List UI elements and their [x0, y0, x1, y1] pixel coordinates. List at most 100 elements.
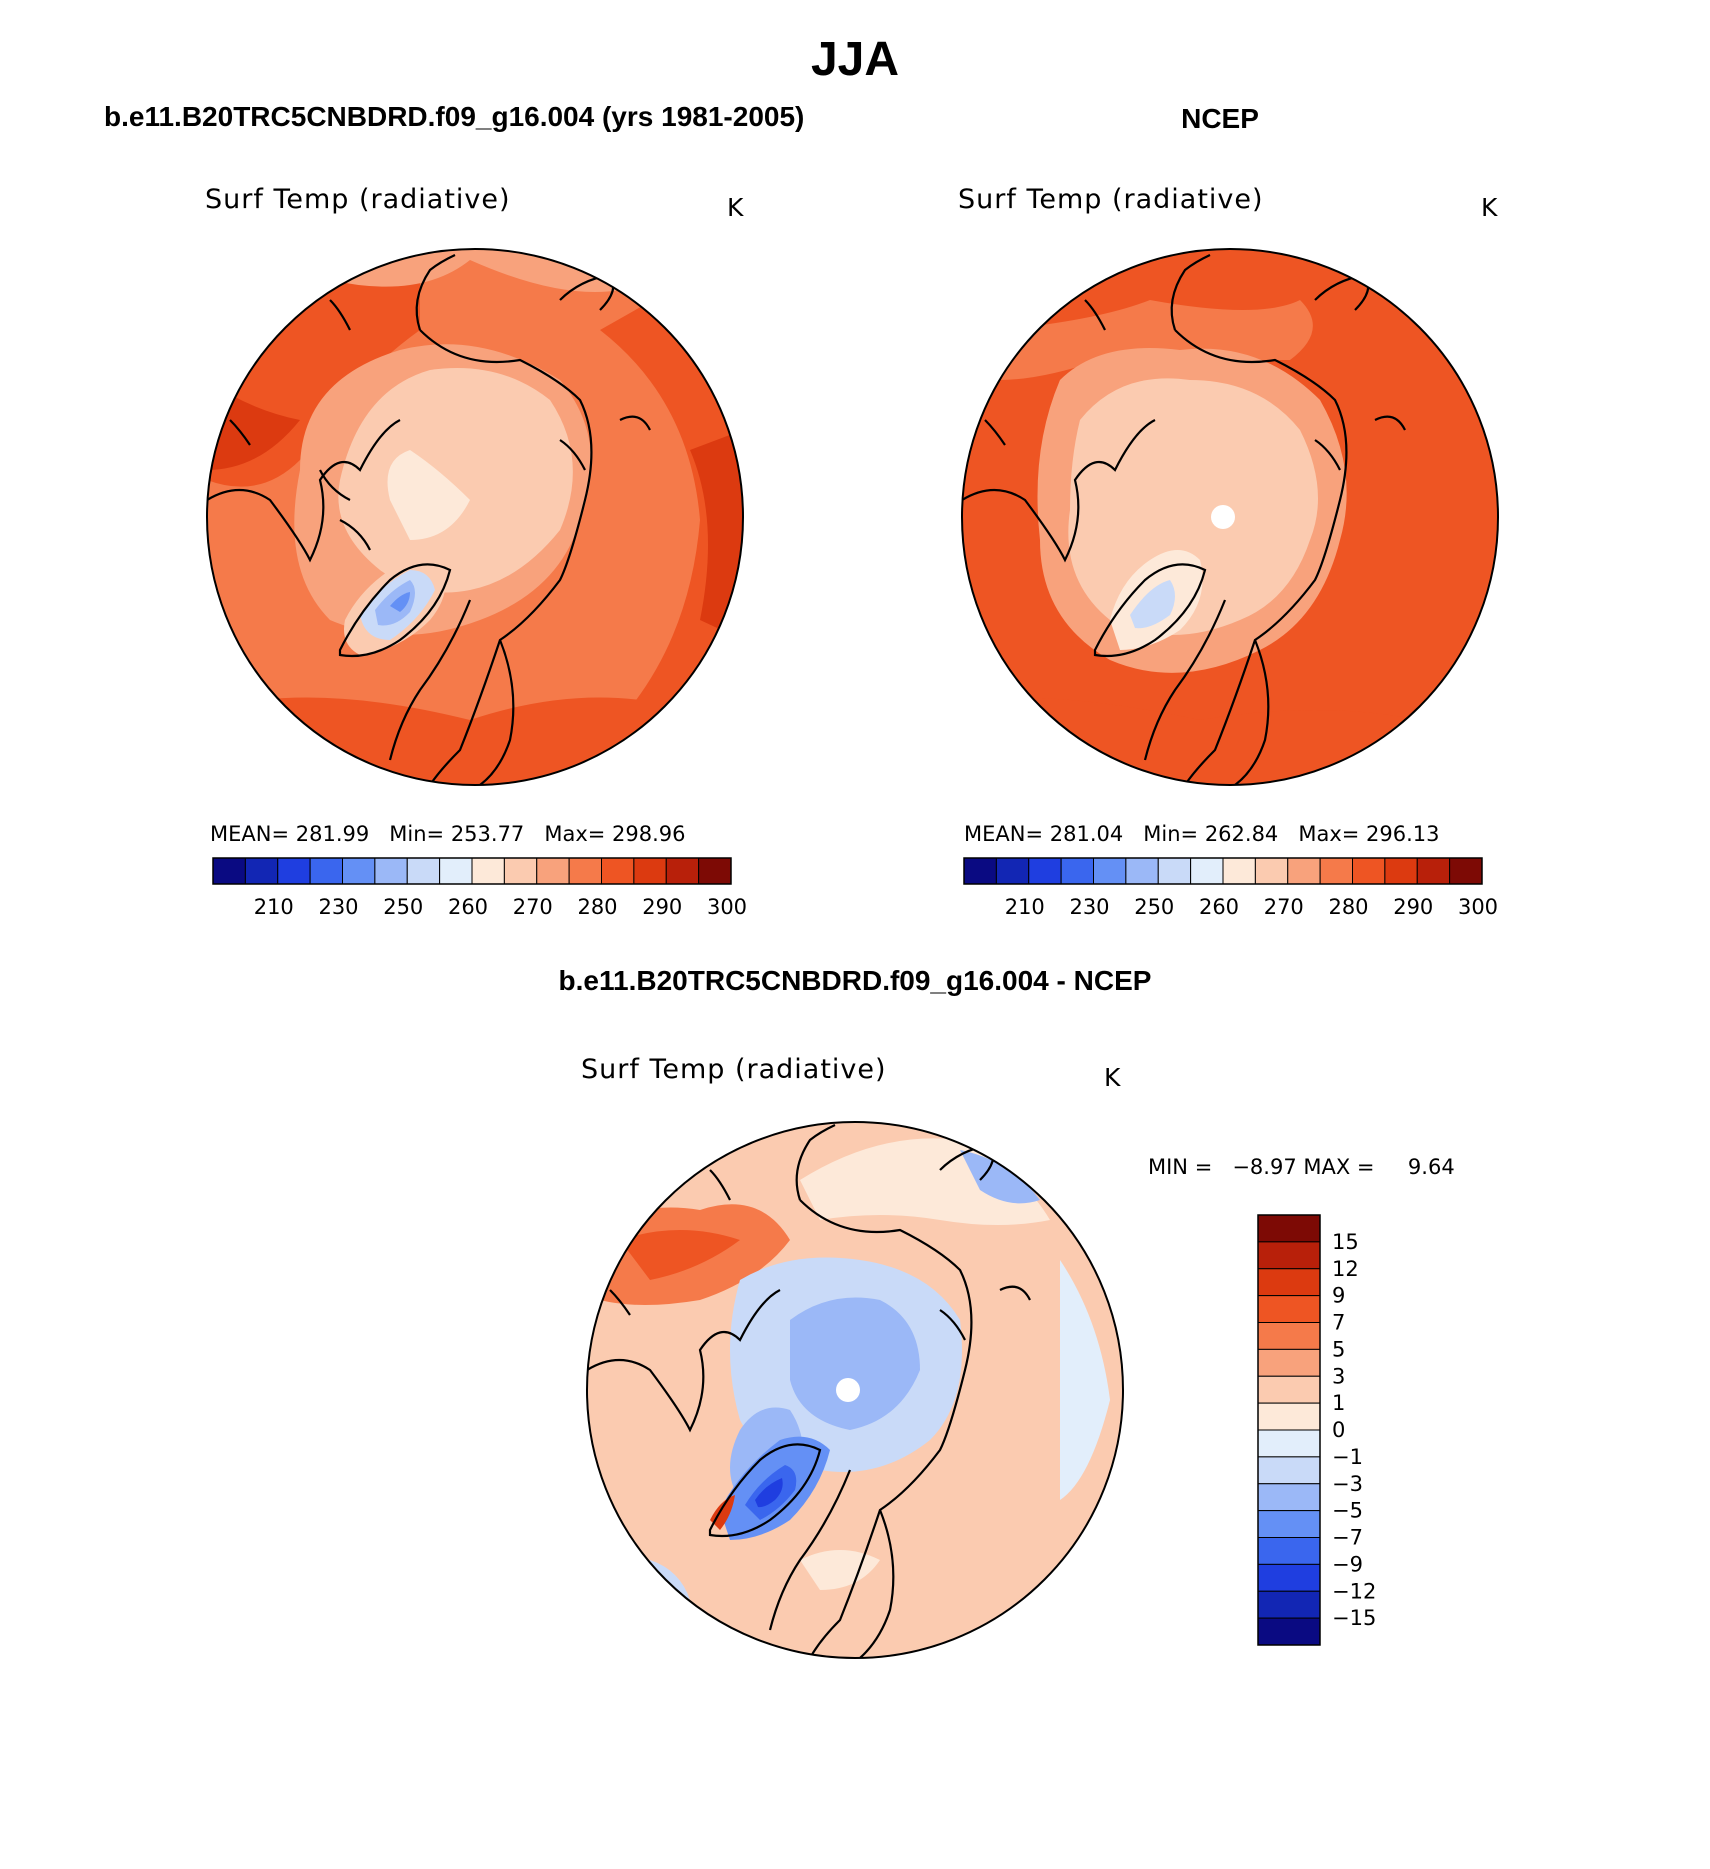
model-colorbar-swatch: [374, 857, 408, 885]
diff-colorbar-tick-label: 12: [1332, 1257, 1359, 1281]
obs-mean-value: 281.04: [1049, 822, 1124, 846]
model-mean-value: 281.99: [295, 822, 370, 846]
diff-colorbar-swatch: [1257, 1375, 1321, 1404]
model-colorbar-swatch: [471, 857, 505, 885]
obs-colorbar-swatch: [1190, 857, 1224, 885]
diff-colorbar-swatch: [1257, 1268, 1321, 1297]
diff-polar-map: [586, 1121, 1124, 1659]
obs-case-title: NCEP: [1181, 103, 1259, 134]
diff-colorbar-tick-label: 5: [1332, 1337, 1345, 1361]
obs-colorbar-swatch: [1384, 857, 1418, 885]
model-colorbar-swatch: [439, 857, 473, 885]
diff-max-label: MAX =: [1303, 1155, 1375, 1179]
obs-colorbar-tick-label: 280: [1328, 895, 1368, 919]
model-colorbar-swatch: [698, 857, 732, 885]
diff-colorbar-swatch: [1257, 1214, 1321, 1243]
obs-colorbar-swatch: [1352, 857, 1386, 885]
model-colorbar-tick-label: 250: [383, 895, 423, 919]
diff-colorbar-swatch: [1257, 1322, 1321, 1350]
diff-colorbar-swatch: [1257, 1295, 1321, 1323]
diff-colorbar-tick-label: −1: [1332, 1445, 1363, 1469]
model-colorbar-swatch: [277, 857, 311, 885]
diff-map-border: [586, 1121, 1124, 1659]
diff-colorbar-swatch: [1257, 1402, 1321, 1431]
obs-colorbar-tick-label: 250: [1134, 895, 1174, 919]
diff-colorbar-tick-label: −12: [1332, 1579, 1376, 1603]
diff-colorbar-outline: [1257, 1214, 1321, 1646]
model-colorbar-outline: [212, 857, 732, 885]
obs-colorbar-swatch: [1222, 857, 1256, 885]
model-colorbar: 210 230 250 260 270 280 290 300: [212, 857, 747, 919]
model-colorbar-swatch: [568, 857, 602, 885]
model-colorbar-tick-label: 290: [642, 895, 682, 919]
model-case-title: b.e11.B20TRC5CNBDRD.f09_g16.004 (yrs 198…: [104, 101, 805, 132]
diff-colorbar-tick-label: 15: [1332, 1230, 1359, 1254]
diff-min-value: −8.97: [1232, 1155, 1297, 1179]
model-polar-map: [206, 248, 744, 786]
obs-colorbar-swatch: [1287, 857, 1321, 885]
diff-colorbar-tick-label: 9: [1332, 1284, 1345, 1308]
obs-colorbar-tick-label: 230: [1069, 895, 1109, 919]
diff-stats: MIN = −8.97 MAX = 9.64: [1148, 1155, 1455, 1179]
diff-colorbar-swatch: [1257, 1510, 1321, 1538]
model-colorbar-swatch: [665, 857, 700, 885]
diff-colorbar-tick-label: 7: [1332, 1311, 1345, 1335]
obs-plot-title: Surf Temp (radiative): [958, 184, 1264, 215]
model-colorbar-swatch: [601, 857, 635, 885]
model-map-border: [206, 248, 744, 786]
model-stats: MEAN= 281.99 Min= 253.77 Max= 298.96: [210, 822, 686, 846]
obs-colorbar-swatch: [1449, 857, 1483, 885]
diff-colorbar-swatch: [1257, 1617, 1321, 1646]
diff-colorbar-tick-label: −3: [1332, 1472, 1363, 1496]
obs-colorbar-swatch: [1125, 857, 1159, 885]
model-max-label: Max=: [544, 822, 606, 846]
obs-colorbar-swatch: [1416, 857, 1451, 885]
diff-colorbar-swatch: [1257, 1429, 1321, 1458]
obs-map-border: [961, 248, 1499, 786]
diff-colorbar-swatch: [1257, 1348, 1321, 1377]
obs-max-value: 296.13: [1366, 822, 1440, 846]
model-mean-label: MEAN=: [210, 822, 290, 846]
obs-colorbar-swatch: [1060, 857, 1094, 885]
diff-colorbar-swatch: [1257, 1563, 1321, 1592]
diff-colorbar-swatch: [1257, 1590, 1321, 1619]
model-colorbar-tick-label: 230: [318, 895, 358, 919]
obs-polar-map: [961, 248, 1499, 786]
diff-colorbar-swatch: [1257, 1456, 1321, 1485]
model-colorbar-tick-label: 300: [707, 895, 747, 919]
diff-max-value: 9.64: [1407, 1155, 1455, 1179]
diff-pole-hole: [836, 1378, 860, 1402]
obs-colorbar-swatch: [963, 857, 997, 885]
obs-colorbar-swatch: [995, 857, 1030, 885]
model-min-value: 253.77: [450, 822, 525, 846]
season-title: JJA: [810, 33, 900, 86]
model-colorbar-tick-label: 260: [448, 895, 488, 919]
model-min-label: Min=: [389, 822, 445, 846]
diff-unit-label: K: [1104, 1063, 1121, 1092]
model-colorbar-swatch: [503, 857, 538, 885]
model-colorbar-swatch: [309, 857, 343, 885]
model-colorbar-tick-label: 280: [577, 895, 617, 919]
model-colorbar-swatch: [212, 857, 246, 885]
model-max-value: 298.96: [612, 822, 686, 846]
obs-colorbar: 210 230 250 260 270 280 290 300: [963, 857, 1498, 919]
model-colorbar-tick-label: 270: [513, 895, 553, 919]
obs-colorbar-swatch: [1157, 857, 1192, 885]
obs-colorbar-tick-label: 300: [1458, 895, 1498, 919]
obs-pole-hole: [1211, 505, 1235, 529]
obs-unit-label: K: [1481, 193, 1498, 222]
obs-colorbar-tick-label: 260: [1199, 895, 1239, 919]
diff-colorbar-tick-label: −7: [1332, 1526, 1363, 1550]
obs-colorbar-tick-label: 270: [1264, 895, 1304, 919]
diff-colorbar-swatch: [1257, 1241, 1321, 1270]
diff-colorbar-tick-label: −9: [1332, 1552, 1363, 1576]
obs-colorbar-outline: [963, 857, 1483, 885]
model-colorbar-swatch: [342, 857, 376, 885]
diff-colorbar-tick-label: 3: [1332, 1364, 1345, 1388]
obs-min-label: Min=: [1143, 822, 1199, 846]
obs-min-value: 262.84: [1204, 822, 1279, 846]
model-colorbar-tick-label: 210: [254, 895, 294, 919]
diff-colorbar-tick-label: 1: [1332, 1391, 1345, 1415]
obs-mean-label: MEAN=: [964, 822, 1044, 846]
